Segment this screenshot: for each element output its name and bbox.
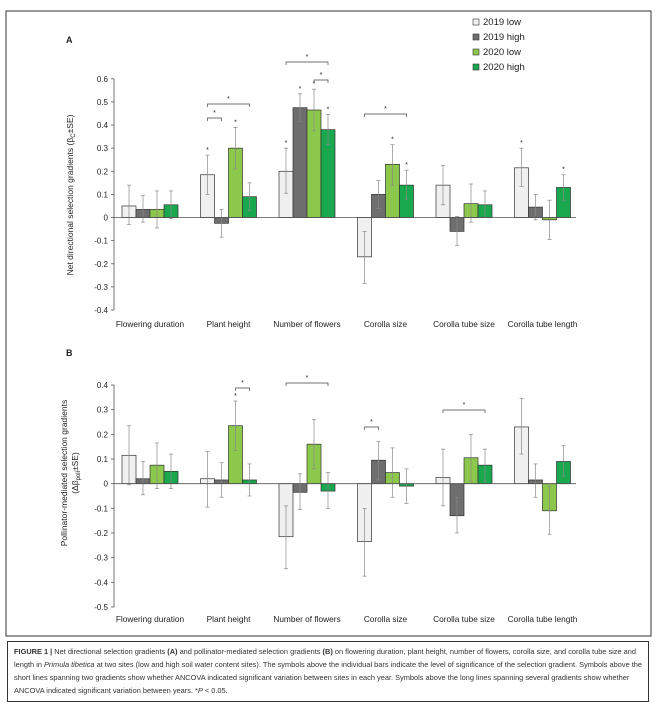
legend: 2019 low 2019 high 2020 low 2020 high xyxy=(472,17,525,73)
y-tick-label: -0.2 xyxy=(94,529,108,538)
x-category-label: Plant height xyxy=(207,614,252,624)
significance-bracket xyxy=(442,409,486,413)
y-tick-label: -0.1 xyxy=(94,504,108,513)
y-tick-label: -0.1 xyxy=(94,237,108,246)
legend-label: 2019 high xyxy=(483,32,525,43)
y-tick-label: 0 xyxy=(104,480,109,489)
significance-bracket xyxy=(364,426,379,430)
bracket-star: * xyxy=(213,110,216,117)
significance-bracket xyxy=(235,387,250,391)
significance-star: * xyxy=(299,86,302,93)
caption-ref-a: (A) xyxy=(167,647,178,656)
y-tick-label: 0.4 xyxy=(97,381,109,390)
x-category-label: Corolla tube length xyxy=(508,614,578,624)
panel-b-chart: 0.4 0.3 0.2 0.1 0 -0.1 -0.2 -0.3 -0.4 -0.5 Floweri… xyxy=(94,375,578,624)
y-axis-label-a: Net directional selection gradients (βC±… xyxy=(65,114,77,275)
significance-star: * xyxy=(405,162,408,169)
caption-text: and pollinator-mediated selection gradie… xyxy=(177,647,323,656)
y-tick-label: 0.3 xyxy=(97,406,109,415)
y-tick-label: 0.6 xyxy=(97,75,109,84)
x-category-label: Corolla size xyxy=(364,614,408,624)
bracket-star: * xyxy=(384,106,387,113)
y-tick-label: -0.3 xyxy=(94,283,108,292)
caption-text: Net directional selection gradients xyxy=(52,647,168,656)
y-tick-label: -0.4 xyxy=(94,306,108,315)
legend-swatch xyxy=(472,33,480,41)
x-category-label: Corolla tube size xyxy=(433,614,495,624)
caption-text: on flowering duration, plant height, num… xyxy=(14,647,637,669)
significance-star: * xyxy=(234,393,237,400)
panel-label-a: A xyxy=(66,35,73,45)
y-tick-label: -0.3 xyxy=(94,554,108,563)
y-tick-label: -0.4 xyxy=(94,578,108,587)
significance-star: * xyxy=(562,167,565,174)
x-category-label: Number of flowers xyxy=(273,614,340,624)
caption-text: at two sites (low and high soil water co… xyxy=(14,660,643,695)
panel-a-chart: 0.6 0.5 0.4 0.3 0.2 0.1 0 -0.1 -0.2 -0.3 -0.4 Flowe… xyxy=(94,54,578,329)
significance-bracket xyxy=(313,79,329,83)
significance-bracket xyxy=(285,61,329,65)
x-category-label: Flowering duration xyxy=(116,614,185,624)
significance-bracket xyxy=(364,113,407,117)
significance-star: * xyxy=(391,137,394,144)
y-tick-label: -0.5 xyxy=(94,603,108,612)
x-category-label: Corolla size xyxy=(364,319,408,329)
significance-star: * xyxy=(234,119,237,126)
legend-label: 2020 high xyxy=(483,62,525,73)
significance-star: * xyxy=(206,147,209,154)
significance-bracket xyxy=(207,117,222,121)
bracket-star: * xyxy=(241,380,244,387)
caption-species: Primula tibetica xyxy=(44,660,95,669)
significance-star: * xyxy=(520,140,523,147)
significance-bracket xyxy=(207,103,250,107)
x-category-label: Corolla tube size xyxy=(433,319,495,329)
y-tick-label: 0.3 xyxy=(97,144,109,153)
x-category-label: Plant height xyxy=(207,319,252,329)
y-tick-label: 0.1 xyxy=(97,190,109,199)
caption-p: P xyxy=(197,686,203,695)
legend-swatch xyxy=(472,18,480,26)
panel-label-b: B xyxy=(66,348,73,358)
significance-bracket xyxy=(285,382,329,386)
bracket-star: * xyxy=(320,72,323,79)
caption-figure-number: FIGURE 1 | xyxy=(14,647,53,656)
y-tick-label: 0.2 xyxy=(97,430,109,439)
figure-frame xyxy=(5,10,652,637)
caption-ref-b: (B) xyxy=(322,647,333,656)
figure-caption: FIGURE 1 | Net directional selection gra… xyxy=(7,641,649,702)
bracket-star: * xyxy=(306,54,309,61)
legend-swatch xyxy=(472,48,480,56)
significance-star: * xyxy=(327,107,330,114)
y-tick-label: 0.1 xyxy=(97,455,109,464)
bar-2019-high xyxy=(292,107,308,218)
y-axis-label-b-line2: (Δβpoll±SE) xyxy=(70,452,82,494)
legend-label: 2020 low xyxy=(483,47,521,58)
x-category-label: Number of flowers xyxy=(273,319,340,329)
caption-text: < 0.05. xyxy=(202,686,228,695)
significance-star: * xyxy=(313,81,316,88)
y-tick-label: 0.5 xyxy=(97,98,109,107)
y-tick-label: 0.2 xyxy=(97,167,109,176)
y-tick-label: -0.2 xyxy=(94,260,108,269)
legend-swatch xyxy=(472,63,480,71)
legend-label: 2019 low xyxy=(483,17,521,28)
bracket-star: * xyxy=(306,375,309,382)
bracket-star: * xyxy=(227,96,230,103)
x-category-label: Flowering duration xyxy=(116,319,185,329)
bracket-star: * xyxy=(370,419,373,426)
significance-star: * xyxy=(285,140,288,147)
bracket-star: * xyxy=(463,402,466,409)
x-category-label: Corolla tube length xyxy=(508,319,578,329)
y-tick-label: 0 xyxy=(104,214,109,223)
y-tick-label: 0.4 xyxy=(97,121,109,130)
y-axis-label-b-line1: Pollinator-mediated selection gradients xyxy=(59,400,69,546)
